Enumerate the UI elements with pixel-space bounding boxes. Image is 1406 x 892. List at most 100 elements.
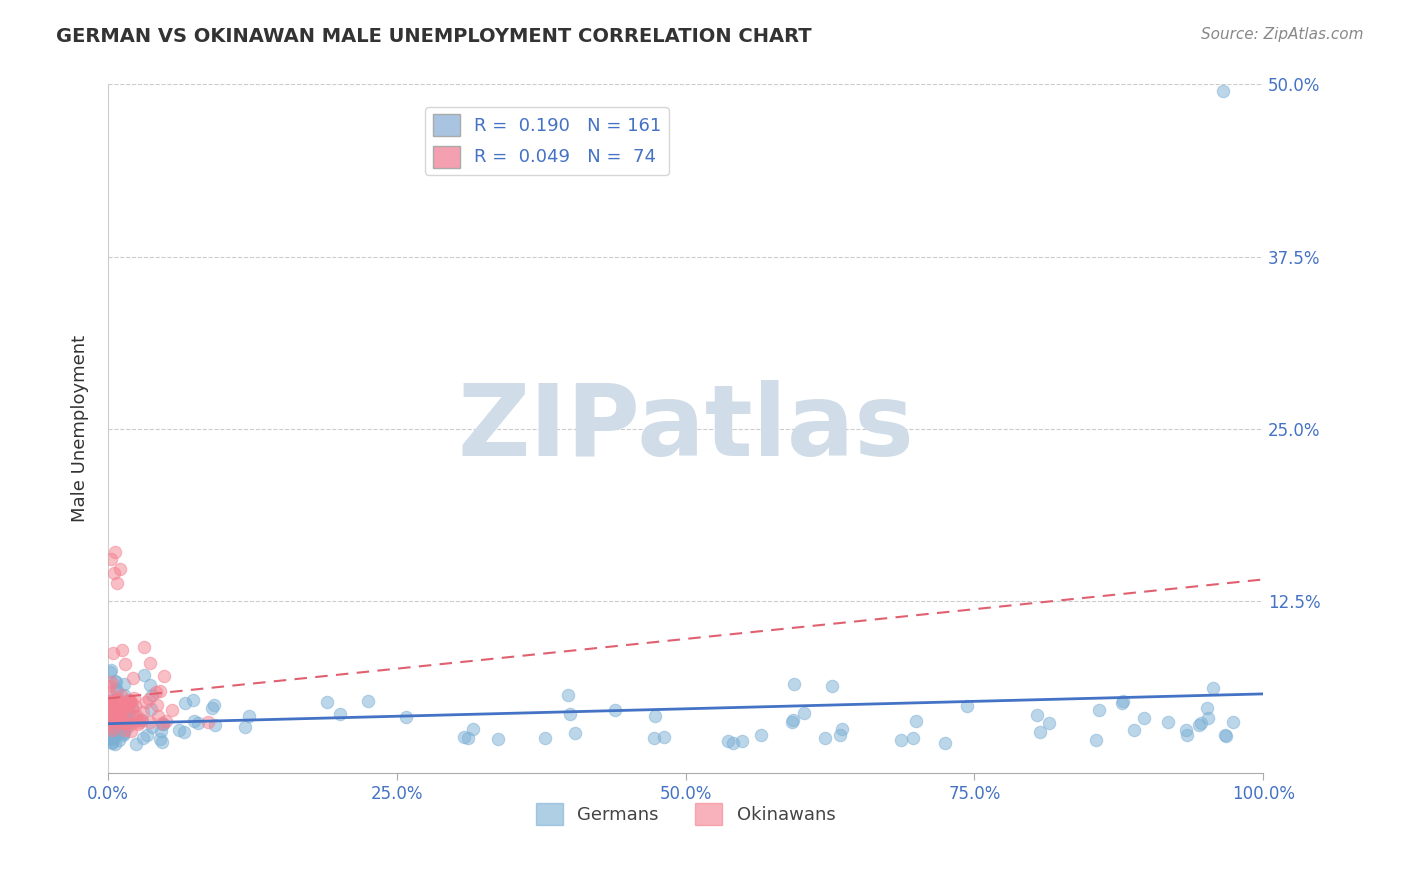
Point bbox=[934, 735, 956, 749]
Point bbox=[132, 640, 155, 654]
Point bbox=[1175, 723, 1198, 738]
Point bbox=[564, 726, 586, 740]
Point bbox=[101, 723, 124, 738]
Point bbox=[721, 736, 744, 750]
Point bbox=[103, 566, 125, 581]
Point bbox=[97, 720, 120, 734]
Point bbox=[100, 724, 122, 739]
Point bbox=[104, 737, 127, 751]
Point bbox=[486, 732, 509, 747]
Point bbox=[101, 730, 124, 744]
Text: ZIPatlas: ZIPatlas bbox=[457, 380, 914, 477]
Point bbox=[98, 696, 121, 710]
Point bbox=[97, 709, 120, 723]
Point bbox=[100, 716, 122, 731]
Point bbox=[114, 698, 136, 712]
Point bbox=[357, 693, 380, 707]
Point bbox=[97, 698, 120, 712]
Point bbox=[97, 726, 120, 740]
Point bbox=[112, 688, 135, 702]
Point bbox=[101, 717, 124, 731]
Point bbox=[1025, 707, 1047, 722]
Point bbox=[118, 695, 141, 709]
Point bbox=[1215, 729, 1237, 743]
Point bbox=[132, 731, 155, 745]
Point bbox=[644, 709, 666, 723]
Point bbox=[153, 668, 176, 682]
Point bbox=[107, 692, 129, 706]
Point bbox=[104, 714, 127, 728]
Point bbox=[98, 698, 121, 712]
Point bbox=[138, 692, 160, 706]
Point bbox=[120, 693, 142, 707]
Point bbox=[101, 646, 124, 660]
Point bbox=[97, 713, 120, 727]
Text: Source: ZipAtlas.com: Source: ZipAtlas.com bbox=[1201, 27, 1364, 42]
Text: GERMAN VS OKINAWAN MALE UNEMPLOYMENT CORRELATION CHART: GERMAN VS OKINAWAN MALE UNEMPLOYMENT COR… bbox=[56, 27, 811, 45]
Point bbox=[132, 705, 155, 719]
Point bbox=[117, 693, 139, 707]
Point bbox=[129, 714, 152, 729]
Point bbox=[1175, 727, 1198, 741]
Point bbox=[1111, 696, 1133, 710]
Point bbox=[395, 709, 418, 723]
Point bbox=[97, 717, 120, 731]
Point bbox=[141, 688, 163, 702]
Point bbox=[110, 689, 132, 703]
Point bbox=[903, 731, 925, 745]
Point bbox=[100, 714, 122, 728]
Point bbox=[181, 693, 204, 707]
Point bbox=[108, 716, 131, 731]
Y-axis label: Male Unemployment: Male Unemployment bbox=[72, 335, 89, 522]
Point bbox=[127, 717, 149, 731]
Point bbox=[1222, 714, 1244, 729]
Point bbox=[643, 731, 665, 745]
Point bbox=[1038, 715, 1060, 730]
Point bbox=[103, 708, 125, 723]
Point bbox=[110, 702, 132, 716]
Point bbox=[97, 731, 120, 745]
Point bbox=[1133, 711, 1156, 725]
Point bbox=[98, 665, 121, 679]
Point bbox=[101, 721, 124, 735]
Point bbox=[105, 575, 128, 590]
Point bbox=[112, 728, 135, 742]
Point bbox=[100, 708, 122, 723]
Legend: Germans, Okinawans: Germans, Okinawans bbox=[529, 796, 842, 832]
Point bbox=[121, 700, 143, 714]
Point bbox=[167, 723, 190, 738]
Point bbox=[100, 663, 122, 677]
Point bbox=[100, 675, 122, 690]
Point bbox=[100, 711, 122, 725]
Point bbox=[101, 736, 124, 750]
Point bbox=[1197, 711, 1219, 725]
Point bbox=[174, 696, 197, 710]
Point bbox=[100, 718, 122, 732]
Point bbox=[173, 725, 195, 739]
Point bbox=[557, 688, 579, 702]
Point bbox=[114, 657, 136, 671]
Point bbox=[149, 684, 172, 698]
Point bbox=[731, 733, 754, 747]
Point bbox=[138, 656, 160, 670]
Point bbox=[98, 698, 121, 712]
Point bbox=[98, 714, 121, 729]
Point bbox=[110, 705, 132, 719]
Point bbox=[1197, 700, 1219, 714]
Point bbox=[100, 706, 122, 720]
Point bbox=[100, 718, 122, 732]
Point bbox=[117, 699, 139, 714]
Point bbox=[1088, 702, 1111, 716]
Point bbox=[115, 698, 138, 713]
Point bbox=[101, 729, 124, 743]
Point bbox=[120, 724, 142, 739]
Point bbox=[114, 709, 136, 723]
Point bbox=[98, 685, 121, 699]
Point bbox=[122, 691, 145, 706]
Point bbox=[233, 720, 256, 734]
Point bbox=[717, 734, 740, 748]
Point bbox=[152, 717, 174, 731]
Point bbox=[110, 705, 132, 719]
Point bbox=[115, 716, 138, 731]
Point bbox=[105, 691, 128, 706]
